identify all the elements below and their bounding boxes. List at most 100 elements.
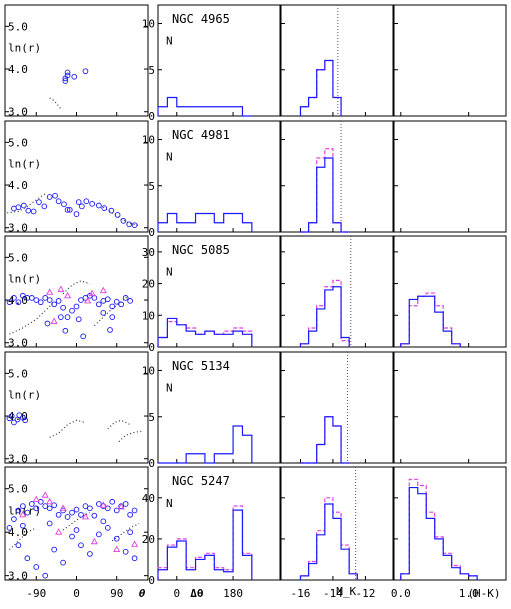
theta-point-blue (109, 498, 116, 505)
theta-ytick-label: 4.0 (8, 63, 28, 76)
theta-point-blue (33, 505, 40, 512)
theta-ytick-label: 3.0 (8, 453, 28, 466)
panel-frame-ngc-5134-col1 (157, 351, 281, 464)
theta-point-magenta (32, 495, 40, 503)
galaxy-name: NGC 4965 (172, 12, 230, 26)
dtheta-ytick-label: 30 (142, 246, 155, 259)
dtheta-hist-blue (158, 425, 253, 464)
theta-point-blue (62, 78, 69, 84)
theta-point-blue (82, 503, 89, 509)
theta-point-magenta (19, 510, 27, 518)
dtheta-ytick-label: 10 (142, 134, 155, 147)
theta-point-blue (75, 199, 82, 205)
theta-point-blue (11, 516, 17, 523)
panel-frame-ngc-4981-col1 (157, 120, 281, 233)
theta-point-blue (20, 202, 27, 209)
theta-ytick-label: 3.0 (8, 337, 28, 350)
dtheta-ytick-label: 10 (142, 18, 155, 31)
theta-xtick-label: -90 (26, 587, 46, 600)
dtheta-ytick-label: 5 (148, 411, 155, 424)
theta-point-blue (36, 199, 42, 205)
theta-point-blue (109, 314, 116, 320)
theta-point-blue (87, 505, 93, 512)
panel-frame-ngc-5247-col1 (157, 466, 281, 581)
theta-ylabel: ln(r) (8, 42, 41, 55)
dtheta-ytick-label: 10 (142, 309, 155, 322)
theta-xtick-label: 0 (73, 587, 80, 600)
dtheta-hist-blue (157, 96, 252, 117)
theta-point-blue (33, 297, 40, 303)
theta-point-magenta (81, 513, 90, 520)
dtheta-ytick-label: 0 (148, 457, 155, 470)
theta-point-blue (15, 542, 22, 549)
theta-point-blue (100, 309, 107, 316)
dtheta-ytick-label: 0 (148, 574, 155, 587)
theta-point-magenta (88, 289, 96, 297)
theta-point-blue (79, 203, 85, 210)
theta-ytick-label: 5.0 (8, 136, 28, 149)
dtheta-ytick-label: 0 (148, 110, 155, 123)
dtheta-hist-blue (157, 317, 253, 347)
theta-point-blue (8, 413, 15, 419)
theta-point-magenta (50, 317, 58, 324)
theta-point-blue (66, 206, 73, 213)
theta-point-magenta (99, 286, 107, 294)
theta-point-blue (78, 511, 84, 518)
theta-point-magenta (55, 528, 63, 535)
theta-point-blue (113, 507, 120, 514)
theta-point-blue (25, 207, 32, 214)
theta-point-blue (20, 292, 26, 299)
dtheta-ylabel: N (166, 35, 173, 48)
theta-spiral-curve (7, 193, 46, 214)
theta-point-blue (20, 522, 26, 529)
theta-point-magenta (84, 296, 92, 304)
theta-point-blue (42, 295, 49, 301)
theta-point-blue (46, 194, 53, 200)
theta-point-blue (120, 218, 127, 224)
theta-point-magenta (117, 503, 125, 510)
dtheta-ytick-label: 40 (142, 492, 155, 505)
theta-point-blue (126, 221, 133, 228)
theta-point-blue (127, 529, 133, 536)
theta-point-blue (46, 297, 53, 303)
dtheta-xtick-label: 0 (173, 587, 180, 600)
mk-hist-magenta (299, 59, 342, 116)
panel-frame-ngc-4965-col3 (393, 4, 507, 117)
theta-point-blue (113, 298, 120, 305)
theta-point-blue (51, 301, 58, 308)
theta-ytick-label: 5.0 (8, 367, 28, 380)
theta-point-blue (15, 507, 22, 514)
mk-xtick-label: -14 (323, 587, 343, 600)
theta-point-blue (28, 295, 35, 301)
theta-spiral-curve (93, 295, 129, 327)
theta-point-blue (71, 73, 78, 80)
theta-point-magenta (113, 545, 121, 553)
theta-point-blue (101, 205, 108, 211)
theta-point-magenta (63, 291, 72, 299)
theta-point-blue (60, 559, 66, 566)
theta-point-magenta (57, 285, 65, 292)
hk-hist-blue (400, 486, 478, 580)
theta-point-blue (104, 505, 111, 512)
mk-hist-blue (299, 286, 350, 347)
mk-hist-blue (299, 503, 358, 580)
mk-xtick-label: -12 (355, 587, 375, 600)
theta-point-blue (6, 524, 13, 531)
theta-point-blue (127, 511, 133, 518)
theta-point-blue (73, 527, 80, 533)
theta-point-blue (11, 419, 17, 426)
theta-point-blue (55, 298, 62, 304)
theta-xlabel: θ (139, 587, 146, 600)
theta-point-magenta (46, 497, 54, 505)
theta-point-blue (24, 509, 31, 516)
theta-point-blue (95, 531, 102, 538)
dtheta-hist-blue (157, 509, 253, 580)
theta-point-blue (15, 204, 22, 211)
theta-point-blue (64, 206, 71, 213)
dtheta-ytick-label: 0 (148, 341, 155, 354)
panel-frame-ngc-5085-col1 (157, 235, 281, 348)
theta-ytick-label: 3.0 (8, 222, 28, 235)
dtheta-hist-magenta (157, 505, 253, 580)
theta-point-blue (95, 301, 102, 308)
theta-ylabel: ln(r) (8, 389, 41, 402)
